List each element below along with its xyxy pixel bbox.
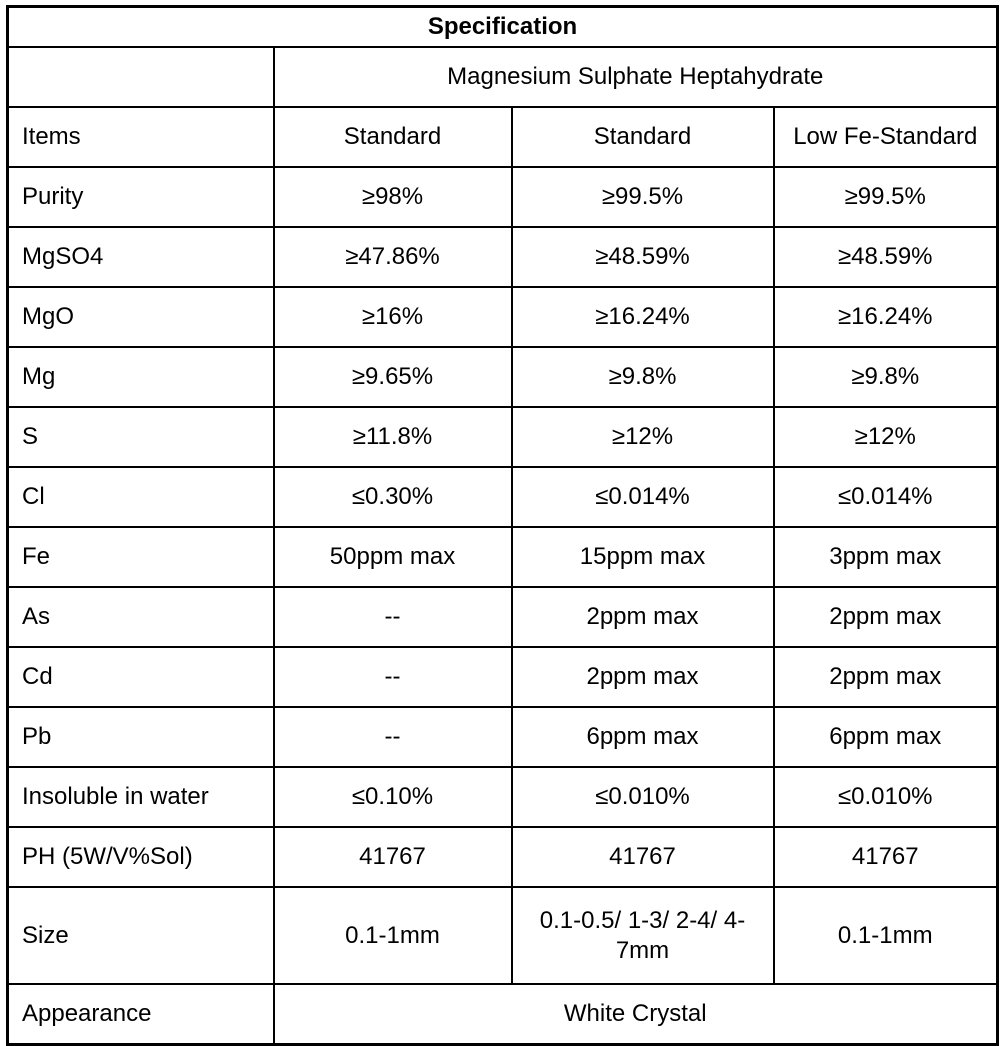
value-cell: ≥12% xyxy=(510,406,775,468)
row-ph: PH (5W/V%Sol) 41767 41767 41767 xyxy=(6,826,999,888)
header-grade-3: Low Fe-Standard xyxy=(772,106,999,168)
row-insoluble: Insoluble in water ≤0.10% ≤0.010% ≤0.010… xyxy=(6,766,999,828)
value-cell: 41767 xyxy=(772,826,999,888)
value-cell: 15ppm max xyxy=(510,526,775,588)
value-cell: 6ppm max xyxy=(772,706,999,768)
value-cell: -- xyxy=(272,586,513,648)
item-label: Appearance xyxy=(6,983,275,1046)
value-cell: ≥9.8% xyxy=(510,346,775,408)
value-cell: 2ppm max xyxy=(510,646,775,708)
item-label: Purity xyxy=(6,166,275,228)
value-cell: ≥12% xyxy=(772,406,999,468)
value-cell: 0.1-1mm xyxy=(272,886,513,985)
value-cell: 3ppm max xyxy=(772,526,999,588)
item-label: MgSO4 xyxy=(6,226,275,288)
row-purity: Purity ≥98% ≥99.5% ≥99.5% xyxy=(6,166,999,228)
value-cell: ≥48.59% xyxy=(772,226,999,288)
value-cell: 2ppm max xyxy=(772,586,999,648)
value-cell: ≥9.65% xyxy=(272,346,513,408)
value-cell: ≥48.59% xyxy=(510,226,775,288)
value-cell: 41767 xyxy=(272,826,513,888)
header-items: Items xyxy=(6,106,275,168)
item-label: Size xyxy=(6,886,275,985)
item-label: Mg xyxy=(6,346,275,408)
row-mgo: MgO ≥16% ≥16.24% ≥16.24% xyxy=(6,286,999,348)
item-label: Pb xyxy=(6,706,275,768)
value-cell: 50ppm max xyxy=(272,526,513,588)
table-title: Specification xyxy=(6,5,999,48)
row-cd: Cd -- 2ppm max 2ppm max xyxy=(6,646,999,708)
row-cl: Cl ≤0.30% ≤0.014% ≤0.014% xyxy=(6,466,999,528)
item-label: PH (5W/V%Sol) xyxy=(6,826,275,888)
row-pb: Pb -- 6ppm max 6ppm max xyxy=(6,706,999,768)
item-label: S xyxy=(6,406,275,468)
value-cell: ≤0.014% xyxy=(772,466,999,528)
value-cell: -- xyxy=(272,706,513,768)
value-cell: ≤0.010% xyxy=(510,766,775,828)
row-appearance: Appearance White Crystal xyxy=(6,983,999,1046)
value-cell: 41767 xyxy=(510,826,775,888)
item-label: MgO xyxy=(6,286,275,348)
value-cell: 2ppm max xyxy=(510,586,775,648)
row-mgso4: MgSO4 ≥47.86% ≥48.59% ≥48.59% xyxy=(6,226,999,288)
value-cell: ≤0.010% xyxy=(772,766,999,828)
value-cell: ≥16.24% xyxy=(772,286,999,348)
value-cell: ≥99.5% xyxy=(510,166,775,228)
row-s: S ≥11.8% ≥12% ≥12% xyxy=(6,406,999,468)
specification-table: Specification Magnesium Sulphate Heptahy… xyxy=(6,5,999,1046)
value-cell: ≤0.014% xyxy=(510,466,775,528)
value-cell: 6ppm max xyxy=(510,706,775,768)
row-mg: Mg ≥9.65% ≥9.8% ≥9.8% xyxy=(6,346,999,408)
row-size: Size 0.1-1mm 0.1-0.5/ 1-3/ 2-4/ 4-7mm 0.… xyxy=(6,886,999,985)
appearance-value: White Crystal xyxy=(272,983,999,1046)
product-row: Magnesium Sulphate Heptahydrate xyxy=(6,46,999,108)
value-cell: 2ppm max xyxy=(772,646,999,708)
value-cell: ≥11.8% xyxy=(272,406,513,468)
value-cell: ≤0.30% xyxy=(272,466,513,528)
value-cell: ≤0.10% xyxy=(272,766,513,828)
product-name: Magnesium Sulphate Heptahydrate xyxy=(272,46,999,108)
title-row: Specification xyxy=(6,5,999,48)
item-label: As xyxy=(6,586,275,648)
value-cell: 0.1-1mm xyxy=(772,886,999,985)
header-row: Items Standard Standard Low Fe-Standard xyxy=(6,106,999,168)
row-fe: Fe 50ppm max 15ppm max 3ppm max xyxy=(6,526,999,588)
item-label: Fe xyxy=(6,526,275,588)
row-as: As -- 2ppm max 2ppm max xyxy=(6,586,999,648)
value-cell: -- xyxy=(272,646,513,708)
item-label: Cd xyxy=(6,646,275,708)
value-cell: ≥16% xyxy=(272,286,513,348)
value-cell: ≥47.86% xyxy=(272,226,513,288)
item-label: Cl xyxy=(6,466,275,528)
header-grade-1: Standard xyxy=(272,106,513,168)
item-label: Insoluble in water xyxy=(6,766,275,828)
value-cell: ≥16.24% xyxy=(510,286,775,348)
header-grade-2: Standard xyxy=(510,106,775,168)
value-cell: ≥99.5% xyxy=(772,166,999,228)
value-cell: ≥9.8% xyxy=(772,346,999,408)
empty-cell xyxy=(6,46,275,108)
value-cell: ≥98% xyxy=(272,166,513,228)
value-cell: 0.1-0.5/ 1-3/ 2-4/ 4-7mm xyxy=(510,886,775,985)
